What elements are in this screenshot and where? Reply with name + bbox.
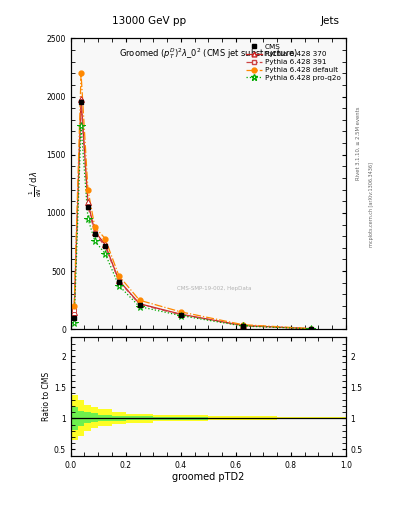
Text: Groomed $(p_T^D)^2\lambda\_0^2$ (CMS jet substructure): Groomed $(p_T^D)^2\lambda\_0^2$ (CMS jet… xyxy=(119,46,298,60)
Y-axis label: $\frac{1}{\mathrm{d}N}\,/\,\mathrm{d}\lambda$: $\frac{1}{\mathrm{d}N}\,/\,\mathrm{d}\la… xyxy=(28,171,44,197)
Text: 13000 GeV pp: 13000 GeV pp xyxy=(112,16,186,27)
Text: Jets: Jets xyxy=(321,16,340,27)
Text: CMS-SMP-19-002, HepData: CMS-SMP-19-002, HepData xyxy=(176,286,251,291)
Text: mcplots.cern.ch [arXiv:1306.3436]: mcplots.cern.ch [arXiv:1306.3436] xyxy=(369,162,375,247)
X-axis label: groomed pTD2: groomed pTD2 xyxy=(172,472,244,482)
Text: Rivet 3.1.10, ≥ 2.5M events: Rivet 3.1.10, ≥ 2.5M events xyxy=(356,106,361,180)
Legend: CMS, Pythia 6.428 370, Pythia 6.428 391, Pythia 6.428 default, Pythia 6.428 pro-: CMS, Pythia 6.428 370, Pythia 6.428 391,… xyxy=(245,42,342,82)
Y-axis label: Ratio to CMS: Ratio to CMS xyxy=(42,372,51,421)
